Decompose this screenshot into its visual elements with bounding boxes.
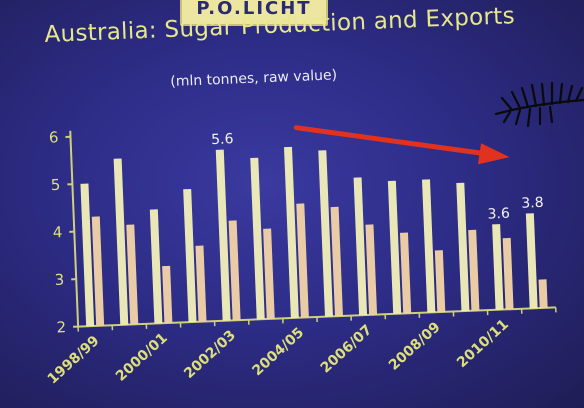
trend-arrow-shaft [293,125,491,157]
export-bar [330,206,343,317]
x-tick-label: 1998/99 [45,333,103,388]
production-bar [525,213,538,309]
export-bar [434,250,446,313]
production-bar [183,188,197,323]
export-bar [228,220,241,321]
export-bar [263,228,275,320]
export-bar [538,279,548,309]
production-bar [318,150,333,317]
export-bar [126,224,139,325]
export-bar [296,203,309,318]
y-tick-label: 2 [56,318,66,336]
export-bar [195,245,207,322]
x-tick-label: 2002/03 [181,327,239,382]
data-label: 5.6 [211,131,234,148]
production-bar [456,182,470,312]
trend-arrow-head [477,143,510,165]
logo-banner: P.O.LICHT [180,0,328,26]
y-tick-label: 3 [54,271,64,289]
export-bar [162,265,173,324]
production-bar [492,224,504,310]
x-tick-label: 2000/01 [113,330,171,385]
export-bar [502,237,514,310]
export-bar [399,232,412,314]
export-bar [468,229,480,311]
y-tick-label: 6 [49,128,59,146]
export-bar [91,216,105,326]
production-bar [113,158,129,325]
data-label: 3.6 [487,206,510,223]
production-bar [421,179,436,313]
production-bar [149,209,163,324]
production-bar [387,180,402,314]
palm-leaf-icon [494,81,584,128]
y-axis-line [69,130,80,327]
y-tick-label: 5 [50,176,60,194]
production-bar [284,146,299,319]
y-tick-label: 4 [52,223,62,241]
production-bar [215,149,231,321]
production-bar [250,157,265,320]
export-bar [365,224,378,315]
x-tick-label: 2008/09 [386,319,444,374]
logo-text: P.O.LICHT [196,0,312,19]
x-tick-label: 2004/05 [249,325,307,380]
production-bar [353,177,368,316]
production-bar [80,183,95,327]
x-tick-label: 2010/11 [454,316,512,371]
data-label: 3.8 [521,195,544,212]
trend-arrow-icon [293,125,510,165]
x-tick-label: 2006/07 [318,322,376,377]
